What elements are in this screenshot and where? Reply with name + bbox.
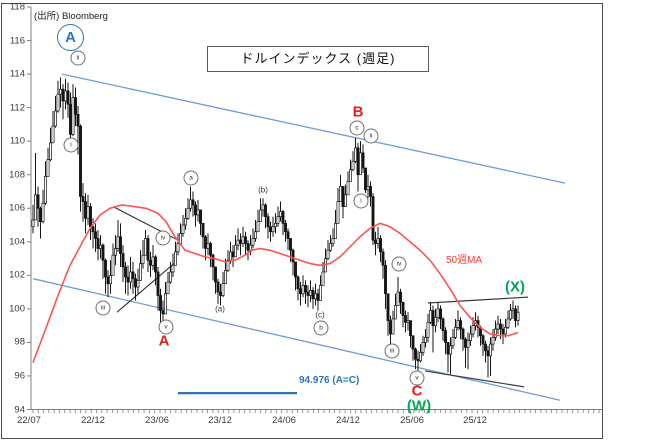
sub-wave-circled-i: i	[63, 137, 79, 153]
x-axis-tick-label: 23/12	[208, 415, 232, 426]
y-axis-tick-label: 106	[9, 202, 25, 214]
y-axis-tick-label: 98	[14, 336, 25, 348]
sub-wave-circled-a: a	[183, 170, 199, 186]
sub-wave-circled-c: c	[349, 120, 365, 136]
source-name: Bloomberg	[61, 11, 108, 22]
cycle-wave-a-badge: A	[57, 24, 84, 51]
sub-wave-circled-b: b	[313, 320, 329, 336]
sub-wave-circled-iv: iv	[391, 256, 407, 272]
wave-label-C: C	[411, 382, 423, 400]
ac-target-label: 94.976 (A=C)	[299, 375, 360, 386]
sub-wave-circled-v: v	[409, 370, 425, 386]
y-axis-tick-label: 100	[9, 303, 25, 315]
x-axis-tick-label: 22/12	[81, 415, 105, 426]
chart-frame	[1, 3, 603, 439]
y-axis-tick-label: 112	[9, 102, 25, 114]
y-axis-tick-label: 110	[9, 135, 25, 147]
source-prefix: (出所)	[34, 11, 60, 22]
x-axis-tick-label: 23/06	[145, 415, 169, 426]
y-axis-tick-label: 96	[14, 370, 25, 382]
sub-wave-circled-ii: ii	[363, 128, 379, 144]
source-note: (出所) Bloomberg	[34, 8, 108, 22]
y-axis-tick-label: 114	[9, 68, 25, 80]
sub-wave-circled-iv: iv	[155, 230, 171, 246]
x-axis-tick-label: 25/06	[400, 415, 424, 426]
x-axis-tick-label: 22/07	[17, 415, 41, 426]
y-axis-tick-label: 94	[14, 404, 25, 415]
sub-wave-circled-i: i	[353, 193, 369, 209]
wave-label-A: A	[158, 332, 170, 350]
y-axis-tick-label: 118	[9, 1, 25, 13]
sub-wave-plain-b: (b)	[258, 185, 268, 195]
sub-wave-circled-iii: iii	[95, 300, 111, 316]
y-axis-tick-label: 108	[9, 169, 25, 181]
x-axis-tick-label: 25/12	[463, 415, 487, 426]
wave-label-X: (X)	[505, 278, 525, 296]
sub-wave-circled-iii: iii	[384, 343, 400, 359]
sub-wave-plain-a: (a)	[215, 304, 225, 314]
y-axis-tick-label: 104	[9, 236, 25, 248]
ma-label: 50週MA	[446, 255, 483, 266]
wave-label-W: (W)	[406, 397, 432, 415]
sub-wave-plain-c: (c)	[315, 310, 325, 320]
sub-wave-circled-v: v	[158, 319, 174, 335]
y-axis-tick-label: 102	[9, 269, 25, 281]
y-axis-tick-label: 116	[9, 35, 25, 47]
x-axis-tick-label: 24/06	[272, 415, 296, 426]
sub-wave-circled-ii: ii	[70, 50, 86, 66]
x-axis-tick-label: 24/12	[336, 415, 360, 426]
wave-label-B: B	[352, 103, 364, 121]
chart-title: ドルインデックス (週足)	[207, 46, 429, 72]
